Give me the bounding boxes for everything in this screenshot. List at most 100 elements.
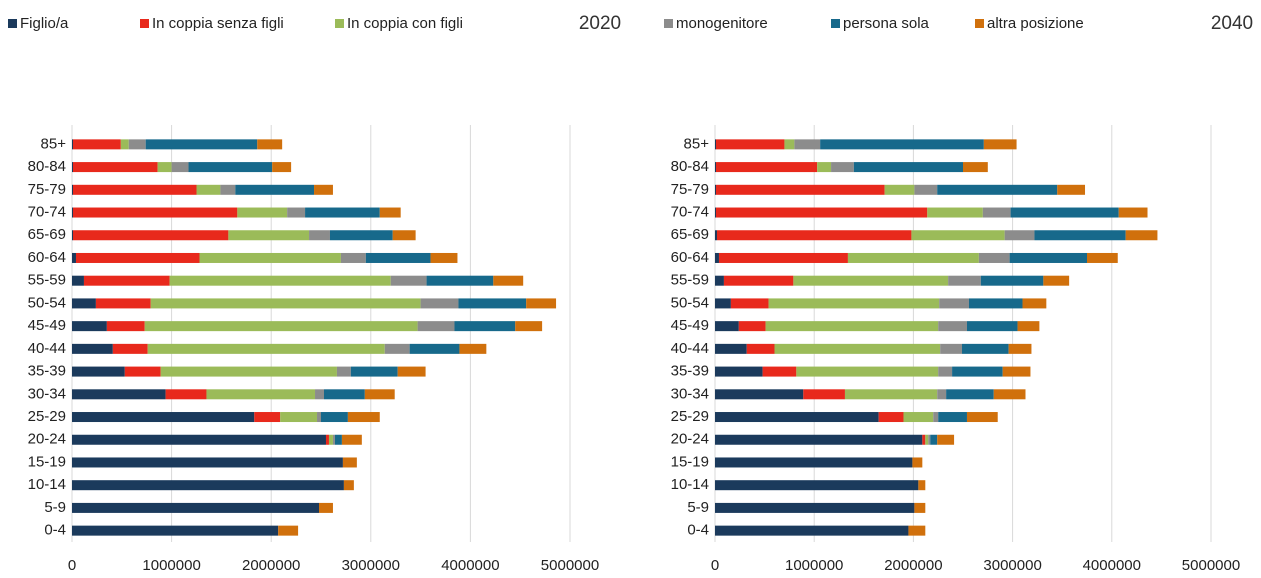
bar-segment [730, 298, 769, 309]
y-tick-label: 15-19 [28, 453, 66, 470]
bar-segment [83, 275, 170, 286]
bar-segment [72, 275, 84, 286]
bar-segment [966, 321, 1018, 332]
bar-segment [938, 366, 953, 377]
bar-segment [237, 207, 288, 218]
bar-segment [334, 434, 342, 445]
y-tick-label: 45-49 [28, 317, 66, 334]
bar-segment [911, 230, 1005, 241]
bar-segment [796, 366, 939, 377]
bar-segment [72, 230, 229, 241]
bar-segment [768, 298, 940, 309]
bar-segment [939, 298, 969, 309]
bar-segment [165, 389, 207, 400]
bar-segment [235, 184, 315, 195]
bar-segment [72, 366, 125, 377]
bar-segment [206, 389, 316, 400]
legend-swatch [975, 19, 984, 28]
y-tick-label: 70-74 [671, 203, 709, 220]
bar-segment [379, 207, 401, 218]
y-tick-label: 30-34 [671, 385, 709, 402]
y-tick-label: 35-39 [671, 363, 709, 380]
bar-segment [188, 162, 273, 173]
bar-segment [72, 207, 73, 218]
bar-segment [392, 230, 416, 241]
bar-segment [347, 412, 380, 423]
y-tick-label: 85+ [41, 135, 67, 152]
bar-segment [723, 275, 794, 286]
bar-segment [325, 434, 329, 445]
y-tick-label: 55-59 [28, 272, 66, 289]
chart-title: 2040 [1211, 13, 1253, 34]
bar-segment [933, 412, 939, 423]
bar-segment [458, 298, 527, 309]
legend-swatch [664, 19, 673, 28]
bar-segment [946, 389, 994, 400]
bar-segment [794, 139, 821, 150]
bar-segment [937, 434, 955, 445]
x-tick-label: 3000000 [983, 557, 1041, 574]
bar-segment [278, 525, 299, 536]
bar-segment [254, 412, 281, 423]
bar-segment [144, 321, 418, 332]
bar-segment [364, 389, 395, 400]
y-tick-label: 25-29 [671, 408, 709, 425]
bar-segment [329, 230, 393, 241]
bar-segment [309, 230, 330, 241]
bar-segment [397, 366, 426, 377]
y-tick-label: 40-44 [28, 340, 66, 357]
bar-segment [1009, 252, 1087, 263]
bar-segment [420, 298, 459, 309]
bar-segment [937, 389, 947, 400]
bar-segment [922, 434, 926, 445]
legend-label: In coppia con figli [347, 15, 463, 32]
bar-segment [952, 366, 1003, 377]
x-tick-label: 1000000 [785, 557, 843, 574]
bar-segment [72, 252, 76, 263]
bar-segment [72, 207, 238, 218]
bar-segment [878, 412, 904, 423]
bar-segment [937, 184, 1058, 195]
bar-segment [715, 252, 719, 263]
legend-swatch [140, 19, 149, 28]
y-tick-label: 60-64 [671, 249, 709, 266]
bar-segment [925, 434, 929, 445]
bar-segment [914, 184, 938, 195]
x-tick-label: 1000000 [142, 557, 200, 574]
bar-segment [459, 343, 487, 354]
bar-segment [847, 252, 979, 263]
bar-segment [171, 162, 189, 173]
legend-label: In coppia senza figli [152, 15, 284, 32]
bar-segment [454, 321, 516, 332]
bar-segment [72, 139, 73, 150]
y-tick-label: 0-4 [687, 522, 709, 539]
bar-segment [928, 434, 931, 445]
bar-segment [72, 389, 166, 400]
bar-segment [715, 321, 739, 332]
bar-segment [993, 389, 1026, 400]
x-tick-label: 0 [68, 557, 76, 574]
y-tick-label: 10-14 [671, 476, 709, 493]
x-tick-label: 2000000 [242, 557, 300, 574]
bar-segment [257, 139, 283, 150]
bar-segment [715, 184, 885, 195]
bar-segment [72, 321, 107, 332]
bar-segment [715, 502, 915, 513]
y-tick-label: 65-69 [28, 226, 66, 243]
bar-segment [831, 162, 854, 173]
bar-segment [343, 480, 354, 491]
x-tick-label: 0 [711, 557, 719, 574]
bar-segment [336, 366, 351, 377]
bar-segment [1004, 230, 1035, 241]
x-tick-label: 2000000 [884, 557, 942, 574]
bar-segment [160, 366, 337, 377]
bar-segment [966, 412, 998, 423]
y-tick-label: 50-54 [28, 294, 66, 311]
x-tick-label: 4000000 [441, 557, 499, 574]
bar-segment [169, 275, 391, 286]
bar-segment [715, 366, 763, 377]
bar-segment [1022, 298, 1047, 309]
y-tick-label: 75-79 [28, 181, 66, 198]
bar-segment [746, 343, 775, 354]
